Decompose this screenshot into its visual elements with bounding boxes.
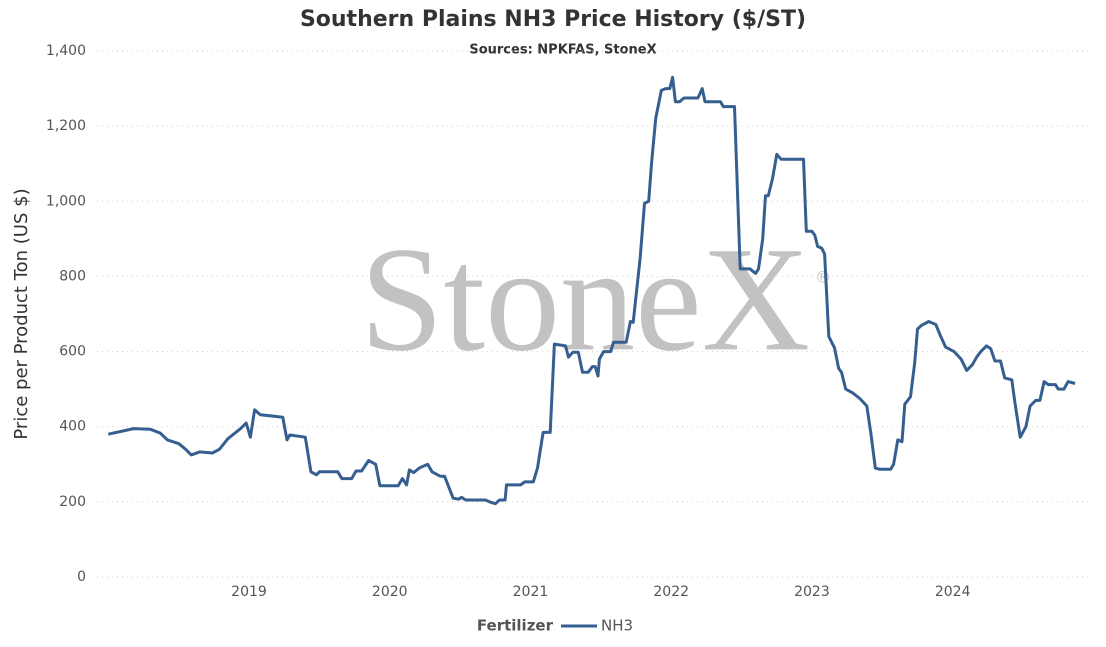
y-tick-label: 600 bbox=[59, 344, 86, 360]
x-tick-label: 2023 bbox=[794, 584, 830, 600]
y-tick-label: 200 bbox=[59, 494, 86, 510]
y-tick-label: 0 bbox=[77, 569, 86, 585]
chart-title: Southern Plains NH3 Price History ($/ST) bbox=[300, 7, 806, 32]
x-tick-label: 2022 bbox=[653, 584, 689, 600]
y-tick-label: 1,000 bbox=[46, 193, 86, 209]
legend-label: NH3 bbox=[601, 617, 633, 635]
watermark: StoneX bbox=[360, 216, 810, 382]
x-tick-label: 2024 bbox=[935, 584, 971, 600]
chart-subtitle: Sources: NPKFAS, StoneX bbox=[469, 43, 656, 58]
x-tick-label: 2021 bbox=[513, 584, 549, 600]
legend-title: Fertilizer bbox=[477, 617, 554, 635]
watermark-mark: ® bbox=[815, 268, 831, 287]
x-tick-label: 2019 bbox=[231, 584, 267, 600]
y-tick-label: 400 bbox=[59, 419, 86, 435]
y-axis-label: Price per Product Ton (US $) bbox=[11, 188, 32, 439]
x-tick-label: 2020 bbox=[372, 584, 408, 600]
y-tick-label: 800 bbox=[59, 268, 86, 284]
line-series bbox=[107, 75, 1076, 506]
y-tick-label: 1,200 bbox=[46, 118, 86, 134]
y-tick-label: 1,400 bbox=[46, 43, 86, 59]
